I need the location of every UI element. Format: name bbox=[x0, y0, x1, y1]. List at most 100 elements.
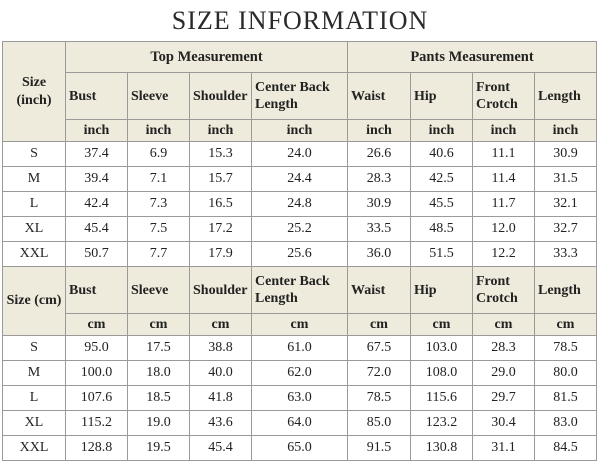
measurement-cell: 7.3 bbox=[127, 191, 190, 217]
size-label: L bbox=[2, 191, 66, 217]
measurement-cell: 103.0 bbox=[410, 335, 473, 361]
measurement-cell: 100.0 bbox=[65, 360, 128, 386]
measurement-cell: 67.5 bbox=[347, 335, 411, 361]
measurement-cell: 38.8 bbox=[189, 335, 252, 361]
size-label: XL bbox=[2, 216, 66, 242]
measurement-cell: 15.3 bbox=[189, 141, 252, 167]
size-chart-table: Size (inch) Top Measurement Pants Measurem… bbox=[2, 41, 597, 461]
measurement-cell: 25.2 bbox=[251, 216, 348, 242]
unit-label: cm bbox=[347, 313, 411, 336]
measurement-cell: 6.9 bbox=[127, 141, 190, 167]
measurement-cell: 108.0 bbox=[410, 360, 473, 386]
measurement-cell: 24.4 bbox=[251, 166, 348, 192]
measurement-cell: 123.2 bbox=[410, 410, 473, 436]
measurement-cell: 95.0 bbox=[65, 335, 128, 361]
measurement-cell: 26.6 bbox=[347, 141, 411, 167]
measurement-cell: 40.6 bbox=[410, 141, 473, 167]
measurement-cell: 63.0 bbox=[251, 385, 348, 411]
group-header-row: Size (inch) Top Measurement Pants Measurem… bbox=[2, 41, 597, 142]
measurement-cell: 40.0 bbox=[189, 360, 252, 386]
table-row: L 107.6 18.5 41.8 63.0 78.5 115.6 29.7 81.5 bbox=[2, 385, 597, 411]
column-header: Length bbox=[534, 266, 597, 314]
measurement-cell: 72.0 bbox=[347, 360, 411, 386]
measurement-cell: 17.2 bbox=[189, 216, 252, 242]
unit-label: cm bbox=[534, 313, 597, 336]
column-header: Length bbox=[534, 72, 597, 120]
measurement-cell: 30.4 bbox=[472, 410, 535, 436]
measurement-cell: 28.3 bbox=[472, 335, 535, 361]
unit-label: inch bbox=[347, 119, 411, 142]
measurement-cell: 16.5 bbox=[189, 191, 252, 217]
unit-label: inch bbox=[65, 119, 128, 142]
unit-label: inch bbox=[534, 119, 597, 142]
table-row: S 95.0 17.5 38.8 61.0 67.5 103.0 28.3 78.5 bbox=[2, 335, 597, 361]
unit-label: cm bbox=[189, 313, 252, 336]
measurement-cell: 37.4 bbox=[65, 141, 128, 167]
measurement-cell: 31.1 bbox=[472, 435, 535, 461]
measurement-cell: 45.4 bbox=[189, 435, 252, 461]
unit-label: inch bbox=[472, 119, 535, 142]
unit-label: inch bbox=[251, 119, 348, 142]
measurement-cell: 19.0 bbox=[127, 410, 190, 436]
column-header: Bust bbox=[65, 266, 128, 314]
unit-row: cm cm cm cm cm cm cm cm bbox=[3, 313, 597, 336]
measurement-cell: 85.0 bbox=[347, 410, 411, 436]
column-header: Sleeve bbox=[127, 72, 190, 120]
column-header: Hip bbox=[410, 266, 473, 314]
column-header: Waist bbox=[347, 266, 411, 314]
size-label: S bbox=[2, 141, 66, 167]
measurement-cell: 42.5 bbox=[410, 166, 473, 192]
unit-label: cm bbox=[127, 313, 190, 336]
measurement-cell: 78.5 bbox=[534, 335, 597, 361]
measurement-cell: 15.7 bbox=[189, 166, 252, 192]
measurement-cell: 64.0 bbox=[251, 410, 348, 436]
measurement-cell: 130.8 bbox=[410, 435, 473, 461]
column-header: Bust bbox=[65, 72, 128, 120]
group-top-measurement: Top Measurement bbox=[65, 41, 348, 73]
column-header: Front Crotch bbox=[472, 266, 535, 314]
measurement-cell: 42.4 bbox=[65, 191, 128, 217]
unit-label: cm bbox=[472, 313, 535, 336]
measurement-cell: 107.6 bbox=[65, 385, 128, 411]
size-label: L bbox=[2, 385, 66, 411]
measurement-cell: 17.9 bbox=[189, 241, 252, 267]
size-label: XL bbox=[2, 410, 66, 436]
measurement-cell: 17.5 bbox=[127, 335, 190, 361]
column-header: Waist bbox=[347, 72, 411, 120]
measurement-cell: 45.5 bbox=[410, 191, 473, 217]
measurement-cell: 7.5 bbox=[127, 216, 190, 242]
table-row: L 42.4 7.3 16.5 24.8 30.9 45.5 11.7 32.1 bbox=[2, 191, 597, 217]
size-label: S bbox=[2, 335, 66, 361]
measurement-cell: 18.0 bbox=[127, 360, 190, 386]
measurement-cell: 65.0 bbox=[251, 435, 348, 461]
table-row: M 39.4 7.1 15.7 24.4 28.3 42.5 11.4 31.5 bbox=[2, 166, 597, 192]
measurement-cell: 115.2 bbox=[65, 410, 128, 436]
measurement-cell: 83.0 bbox=[534, 410, 597, 436]
measurement-cell: 41.8 bbox=[189, 385, 252, 411]
measurement-cell: 45.4 bbox=[65, 216, 128, 242]
column-header: Center Back Length bbox=[251, 266, 348, 314]
table-row: XXL 128.8 19.5 45.4 65.0 91.5 130.8 31.1 84.5 bbox=[2, 435, 597, 461]
unit-label: inch bbox=[189, 119, 252, 142]
measurement-cell: 128.8 bbox=[65, 435, 128, 461]
size-label: M bbox=[2, 166, 66, 192]
measurement-cell: 28.3 bbox=[347, 166, 411, 192]
measurement-cell: 12.2 bbox=[472, 241, 535, 267]
measurement-cell: 25.6 bbox=[251, 241, 348, 267]
measurement-cell: 30.9 bbox=[347, 191, 411, 217]
measurement-cell: 33.3 bbox=[534, 241, 597, 267]
unit-row: inch inch inch inch inch inch inch inch bbox=[3, 119, 597, 142]
measurement-cell: 39.4 bbox=[65, 166, 128, 192]
measurement-cell: 84.5 bbox=[534, 435, 597, 461]
unit-label: cm bbox=[65, 313, 128, 336]
measurement-cell: 18.5 bbox=[127, 385, 190, 411]
column-header: Front Crotch bbox=[472, 72, 535, 120]
measurement-cell: 80.0 bbox=[534, 360, 597, 386]
measurement-cell: 19.5 bbox=[127, 435, 190, 461]
measurement-cell: 50.7 bbox=[65, 241, 128, 267]
column-header: Hip bbox=[410, 72, 473, 120]
column-header: Shoulder bbox=[189, 72, 252, 120]
table-row: M 100.0 18.0 40.0 62.0 72.0 108.0 29.0 80.0 bbox=[2, 360, 597, 386]
measurement-cell: 36.0 bbox=[347, 241, 411, 267]
measurement-cell: 78.5 bbox=[347, 385, 411, 411]
